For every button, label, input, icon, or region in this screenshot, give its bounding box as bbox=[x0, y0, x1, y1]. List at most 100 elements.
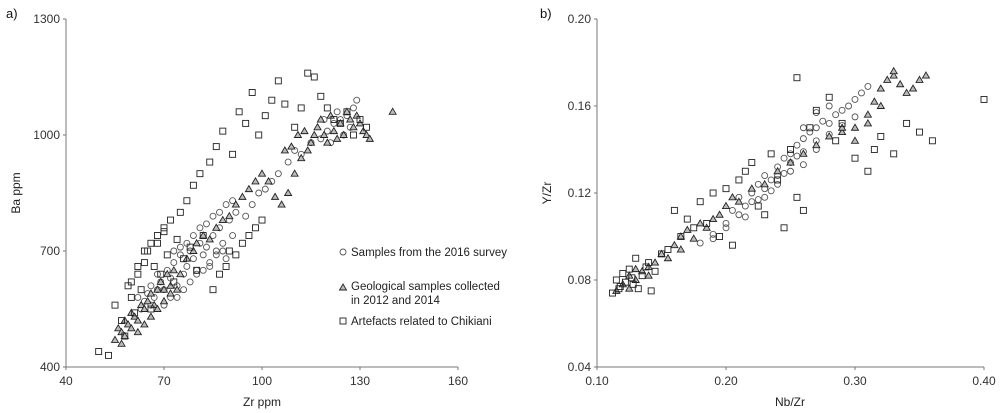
data-point-circle bbox=[134, 293, 142, 301]
data-point-triangle bbox=[159, 285, 169, 293]
data-point-triangle bbox=[908, 84, 918, 92]
data-point-triangle bbox=[921, 71, 931, 79]
x-tick-label: 70 bbox=[157, 374, 171, 388]
data-point-circle bbox=[787, 150, 794, 158]
panel-label-a: a) bbox=[6, 6, 18, 21]
data-point-square bbox=[268, 96, 276, 104]
data-point-triangle bbox=[136, 300, 146, 309]
data-point-square bbox=[709, 189, 717, 197]
data-points-b bbox=[609, 66, 988, 297]
data-point-square bbox=[793, 74, 801, 82]
data-point-circle bbox=[186, 278, 194, 286]
data-point-square bbox=[616, 283, 624, 290]
data-point-triangle bbox=[728, 192, 737, 201]
data-point-square bbox=[147, 239, 155, 247]
x-axis-label-b: Nb/Zr bbox=[775, 395, 805, 409]
data-point-square bbox=[609, 289, 616, 297]
data-point-square bbox=[157, 270, 165, 278]
data-point-square bbox=[173, 235, 181, 243]
data-point-circle bbox=[696, 239, 704, 247]
data-point-triangle bbox=[316, 115, 326, 123]
data-point-triangle bbox=[251, 177, 260, 185]
x-tick-label: 40 bbox=[59, 374, 73, 388]
x-tick-label: 0.30 bbox=[843, 374, 867, 388]
data-point-triangle bbox=[146, 312, 156, 320]
data-point-circle bbox=[317, 135, 325, 143]
data-point-triangle bbox=[303, 146, 313, 154]
legend-entry-survey: Samples from the 2016 survey bbox=[351, 247, 507, 259]
data-point-square bbox=[163, 251, 171, 259]
data-point-square bbox=[787, 146, 794, 153]
data-point-circle bbox=[741, 202, 749, 210]
data-point-triangle bbox=[799, 149, 808, 157]
x-tick-label: 0.40 bbox=[972, 374, 996, 388]
data-point-square bbox=[748, 159, 756, 167]
data-point-triangle bbox=[663, 253, 673, 262]
data-point-square bbox=[291, 123, 299, 131]
x-tick-labels-b: 0.10 0.20 0.30 0.40 bbox=[585, 367, 996, 388]
data-point-circle bbox=[819, 117, 827, 125]
data-point-circle bbox=[799, 135, 807, 143]
data-point-triangle bbox=[734, 197, 744, 205]
data-point-square bbox=[121, 332, 129, 340]
data-point-square bbox=[806, 124, 814, 132]
data-point-circle bbox=[333, 108, 341, 116]
data-point-circle bbox=[722, 224, 730, 232]
data-point-triangle bbox=[329, 126, 339, 135]
data-point-circle bbox=[189, 232, 197, 239]
data-point-triangle bbox=[257, 169, 267, 177]
data-point-square bbox=[150, 263, 158, 270]
data-point-circle bbox=[825, 102, 833, 110]
data-point-circle bbox=[780, 154, 788, 162]
data-point-circle bbox=[206, 263, 214, 270]
data-point-square bbox=[183, 197, 191, 205]
data-point-triangle bbox=[120, 331, 130, 340]
data-point-square bbox=[336, 119, 344, 127]
data-point-square bbox=[206, 158, 214, 166]
y-tick-label: 0.04 bbox=[568, 360, 592, 374]
data-point-triangle bbox=[306, 138, 316, 146]
data-point-triangle bbox=[644, 271, 653, 279]
data-point-circle bbox=[761, 193, 769, 201]
y-tick-labels-a: 400 700 1000 1300 bbox=[33, 12, 66, 374]
data-point-square bbox=[235, 108, 243, 116]
data-point-circle bbox=[199, 266, 207, 274]
data-point-triangle bbox=[683, 225, 692, 233]
data-point-triangle bbox=[162, 269, 172, 278]
data-point-square bbox=[154, 232, 161, 239]
data-point-square bbox=[274, 77, 282, 85]
data-point-triangle bbox=[211, 223, 221, 231]
x-axis-label-a: Zr ppm bbox=[243, 395, 281, 409]
data-point-square bbox=[186, 243, 194, 251]
data-point-circle bbox=[350, 104, 357, 112]
data-point-triangle bbox=[140, 320, 149, 328]
data-point-square bbox=[222, 263, 230, 270]
data-point-circle bbox=[709, 230, 717, 238]
data-point-triangle bbox=[650, 258, 660, 266]
data-point-triangle bbox=[166, 289, 175, 297]
data-point-circle bbox=[812, 124, 820, 132]
data-point-triangle bbox=[133, 316, 143, 324]
data-point-square bbox=[799, 206, 807, 214]
data-point-circle bbox=[183, 263, 191, 270]
data-point-square bbox=[111, 301, 119, 309]
data-point-square bbox=[838, 119, 846, 127]
data-point-triangle bbox=[113, 323, 123, 332]
data-point-square bbox=[261, 112, 269, 120]
data-point-square bbox=[350, 131, 357, 139]
data-point-triangle bbox=[264, 177, 273, 185]
data-point-square bbox=[356, 116, 364, 123]
data-point-circle bbox=[222, 201, 230, 209]
data-point-triangle bbox=[895, 79, 905, 88]
data-point-triangle bbox=[388, 107, 397, 115]
data-point-triangle bbox=[205, 235, 215, 243]
data-point-triangle bbox=[117, 339, 126, 347]
legend-marker-square bbox=[339, 317, 347, 325]
data-point-square bbox=[683, 215, 691, 223]
data-point-square bbox=[621, 278, 629, 286]
data-point-triangle bbox=[902, 88, 911, 96]
data-point-square bbox=[118, 317, 125, 325]
x-tick-label: 160 bbox=[448, 374, 468, 388]
data-point-triangle bbox=[676, 245, 686, 253]
